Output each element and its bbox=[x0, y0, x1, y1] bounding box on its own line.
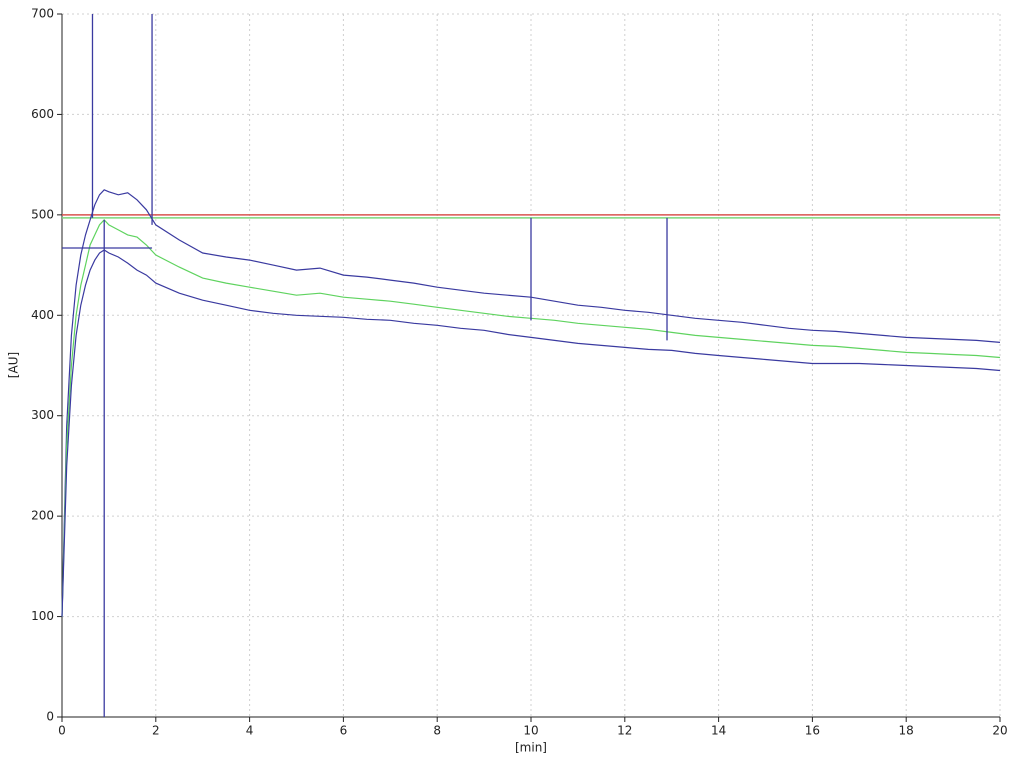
x-tick-label: 20 bbox=[992, 724, 1007, 738]
x-tick-label: 4 bbox=[246, 724, 254, 738]
x-tick-label: 16 bbox=[805, 724, 820, 738]
data-line bbox=[61, 249, 1001, 617]
y-axis-label: [AU] bbox=[7, 352, 21, 378]
y-tick-label: 0 bbox=[46, 710, 54, 724]
y-tick-label: 100 bbox=[31, 609, 54, 623]
y-tick-label: 700 bbox=[31, 7, 54, 21]
x-tick-label: 14 bbox=[711, 724, 726, 738]
x-tick-label: 18 bbox=[899, 724, 914, 738]
x-tick-label: 2 bbox=[152, 724, 160, 738]
x-tick-label: 6 bbox=[340, 724, 348, 738]
y-tick-label: 600 bbox=[31, 107, 54, 121]
y-tick-label: 500 bbox=[31, 207, 54, 221]
x-tick-label: 0 bbox=[58, 724, 66, 738]
y-tick-label: 300 bbox=[31, 408, 54, 422]
y-tick-label: 200 bbox=[31, 509, 54, 523]
y-tick-label: 400 bbox=[31, 308, 54, 322]
x-axis-label: [min] bbox=[515, 741, 547, 755]
x-tick-label: 10 bbox=[523, 724, 538, 738]
data-line bbox=[61, 219, 1001, 617]
x-tick-label: 12 bbox=[617, 724, 632, 738]
x-tick-label: 8 bbox=[433, 724, 441, 738]
data-line bbox=[61, 189, 1001, 617]
